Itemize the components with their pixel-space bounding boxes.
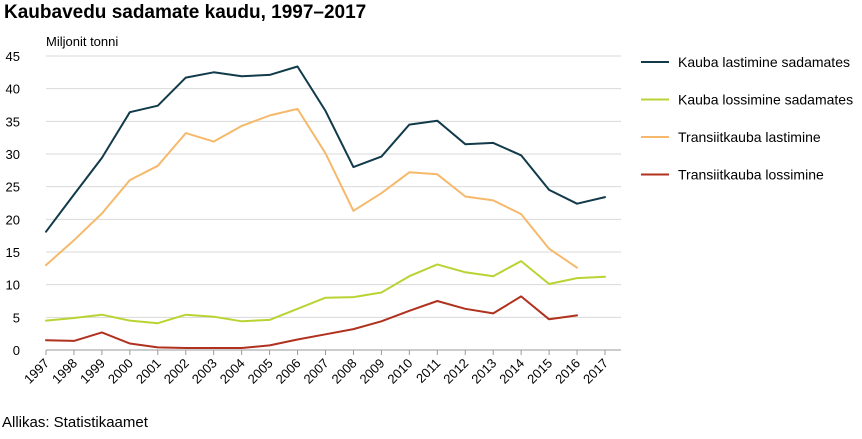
- y-tick-label: 45: [6, 49, 20, 64]
- y-tick-label: 35: [6, 114, 20, 129]
- legend-label-2: Kauba lossimine sadamates: [678, 92, 853, 108]
- x-tick-label: 2012: [440, 356, 471, 387]
- x-tick-label: 1998: [49, 356, 80, 387]
- x-tick-label: 2015: [524, 356, 555, 387]
- legend-label-3: Transiitkauba lastimine: [678, 129, 821, 145]
- x-tick-label: 2005: [245, 356, 276, 387]
- y-tick-label: 10: [6, 278, 20, 293]
- x-tick-label: 2006: [273, 356, 304, 387]
- y-axis: 0 5 10 15 20 25 30 35 40 45: [6, 49, 20, 358]
- y-tick-label: 20: [6, 212, 20, 227]
- legend: Kauba lastimine sadamates Kauba lossimine…: [641, 54, 853, 183]
- x-tick-label: 2004: [217, 356, 248, 387]
- chart-title: Kaubavedu sadamate kaudu, 1997–2017: [4, 2, 367, 23]
- x-tick-label: 2016: [552, 356, 583, 387]
- x-tick-label: 2008: [329, 356, 360, 387]
- x-tick-label: 2000: [105, 356, 136, 387]
- x-tick-label: 2007: [301, 356, 332, 387]
- y-tick-label: 0: [13, 343, 20, 358]
- y-tick-label: 15: [6, 245, 20, 260]
- series-line-3: [45, 107, 578, 269]
- gridlines: [46, 55, 621, 351]
- source-note: Allikas: Statistikaamet: [2, 414, 148, 431]
- series-line-2: [45, 260, 606, 325]
- x-tick-label: 2013: [468, 356, 499, 387]
- x-axis: 1997199819992000200120022003200420052006…: [21, 350, 611, 387]
- x-tick-label: 1997: [21, 356, 52, 387]
- y-tick-label: 25: [6, 180, 20, 195]
- x-tick-label: 2014: [496, 356, 527, 387]
- x-tick-label: 2003: [189, 356, 220, 387]
- series-lines: [45, 65, 606, 349]
- y-tick-label: 30: [6, 147, 20, 162]
- x-tick-label: 2009: [356, 356, 387, 387]
- legend-label-4: Transiitkauba lossimine: [678, 167, 824, 183]
- x-tick-label: 2011: [413, 356, 443, 386]
- y-axis-unit-label: Miljonit tonni: [46, 34, 118, 49]
- x-tick-label: 2017: [580, 356, 611, 387]
- series-line-4: [45, 295, 578, 349]
- y-tick-label: 40: [6, 82, 20, 97]
- y-tick-label: 5: [13, 310, 20, 325]
- x-tick-label: 2001: [133, 356, 164, 387]
- x-tick-label: 2002: [161, 356, 192, 387]
- series-line-1: [45, 65, 606, 233]
- x-tick-label: 1999: [77, 356, 108, 387]
- x-tick-label: 2010: [384, 356, 415, 387]
- legend-label-1: Kauba lastimine sadamates: [678, 54, 850, 70]
